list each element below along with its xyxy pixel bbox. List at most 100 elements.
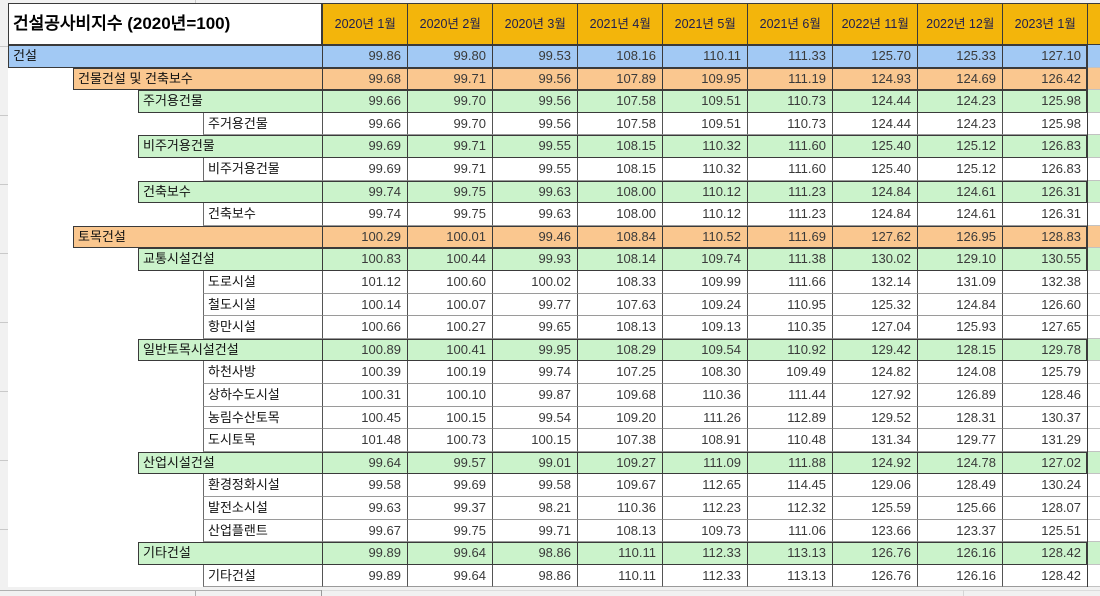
value-cell[interactable]: 111.09 xyxy=(662,451,747,475)
value-cell[interactable]: 99.74 xyxy=(322,180,407,204)
value-cell[interactable]: 99.66 xyxy=(322,112,407,136)
column-header-cell[interactable]: 2020년 3월 xyxy=(492,3,578,45)
value-cell[interactable]: 112.23 xyxy=(662,497,747,520)
value-cell[interactable]: 99.80 xyxy=(407,45,492,68)
value-cell[interactable]: 99.58 xyxy=(492,474,577,497)
value-cell[interactable]: 111.23 xyxy=(747,180,832,204)
value-cell[interactable]: 131.29 xyxy=(1002,429,1087,452)
value-cell[interactable]: 114.45 xyxy=(747,474,832,497)
value-cell[interactable]: 100.02 xyxy=(492,271,577,294)
value-cell[interactable]: 108.33 xyxy=(577,271,662,294)
column-header-cell[interactable]: 2023년 1월 xyxy=(1002,3,1088,45)
value-cell[interactable]: 99.87 xyxy=(492,384,577,407)
value-cell[interactable]: 109.99 xyxy=(662,271,747,294)
value-cell[interactable]: 99.93 xyxy=(492,248,577,271)
value-cell[interactable]: 109.54 xyxy=(662,338,747,362)
value-cell[interactable]: 99.46 xyxy=(492,225,577,249)
row-label[interactable]: 산업플랜트 xyxy=(203,519,322,543)
value-cell[interactable]: 111.23 xyxy=(747,203,832,226)
value-cell[interactable]: 129.06 xyxy=(832,474,917,497)
value-cell[interactable]: 110.32 xyxy=(662,135,747,158)
value-cell[interactable]: 110.11 xyxy=(662,45,747,68)
value-cell[interactable]: 109.68 xyxy=(577,384,662,407)
value-cell[interactable]: 99.86 xyxy=(322,45,407,68)
row-label[interactable]: 상하수도시설 xyxy=(203,384,322,407)
column-header-cell[interactable]: 2022년 12월 xyxy=(917,3,1003,45)
value-cell[interactable]: 110.36 xyxy=(577,497,662,520)
value-cell[interactable]: 100.19 xyxy=(407,361,492,384)
value-cell[interactable]: 99.63 xyxy=(322,497,407,520)
value-cell[interactable]: 110.73 xyxy=(747,112,832,136)
row-label[interactable]: 항만시설 xyxy=(203,316,322,339)
value-cell[interactable]: 99.69 xyxy=(407,474,492,497)
row-label[interactable]: 교통시설건설 xyxy=(143,251,215,267)
value-cell[interactable]: 99.74 xyxy=(322,203,407,226)
value-cell[interactable]: 107.89 xyxy=(577,67,662,91)
value-cell[interactable]: 110.73 xyxy=(747,90,832,113)
value-cell[interactable]: 128.42 xyxy=(1002,564,1087,588)
value-cell[interactable]: 100.14 xyxy=(322,293,407,317)
value-cell[interactable]: 109.74 xyxy=(662,248,747,271)
value-cell[interactable]: 111.66 xyxy=(747,271,832,294)
row-label[interactable]: 주거용건물 xyxy=(203,112,322,136)
value-cell[interactable]: 100.73 xyxy=(407,429,492,452)
value-cell[interactable]: 129.10 xyxy=(917,248,1002,271)
value-cell[interactable]: 100.01 xyxy=(407,225,492,249)
value-cell[interactable]: 126.76 xyxy=(832,564,917,588)
value-cell[interactable]: 129.52 xyxy=(832,406,917,430)
value-cell[interactable]: 124.23 xyxy=(917,112,1002,136)
value-cell[interactable]: 126.76 xyxy=(832,542,917,565)
value-cell[interactable]: 128.07 xyxy=(1002,497,1087,520)
value-cell[interactable]: 100.10 xyxy=(407,384,492,407)
value-cell[interactable]: 108.15 xyxy=(577,158,662,181)
value-cell[interactable]: 124.69 xyxy=(917,67,1002,91)
column-header-cell[interactable]: 2020년 1월 xyxy=(322,3,408,45)
value-cell[interactable]: 99.57 xyxy=(407,451,492,475)
value-cell[interactable]: 110.35 xyxy=(747,316,832,339)
value-cell[interactable]: 126.95 xyxy=(917,225,1002,249)
value-cell[interactable]: 99.71 xyxy=(492,519,577,543)
value-cell[interactable]: 132.38 xyxy=(1002,271,1087,294)
row-label[interactable]: 토목건설 xyxy=(78,228,126,244)
value-cell[interactable]: 125.66 xyxy=(917,497,1002,520)
value-cell[interactable]: 99.71 xyxy=(407,158,492,181)
value-cell[interactable]: 124.61 xyxy=(917,203,1002,226)
value-cell[interactable]: 125.40 xyxy=(832,135,917,158)
value-cell[interactable]: 111.33 xyxy=(747,45,832,68)
value-cell[interactable]: 107.63 xyxy=(577,293,662,317)
value-cell[interactable]: 99.95 xyxy=(492,338,577,362)
value-cell[interactable]: 108.30 xyxy=(662,361,747,384)
value-cell[interactable]: 126.16 xyxy=(917,564,1002,588)
value-cell[interactable]: 125.12 xyxy=(917,135,1002,158)
value-cell[interactable]: 124.44 xyxy=(832,112,917,136)
value-cell[interactable]: 110.92 xyxy=(747,338,832,362)
value-cell[interactable]: 112.65 xyxy=(662,474,747,497)
value-cell[interactable]: 99.56 xyxy=(492,112,577,136)
row-label[interactable]: 비주거용건물 xyxy=(143,138,215,154)
value-cell[interactable]: 125.32 xyxy=(832,293,917,317)
value-cell[interactable]: 108.13 xyxy=(577,316,662,339)
value-cell[interactable]: 130.02 xyxy=(832,248,917,271)
value-cell[interactable]: 100.60 xyxy=(407,271,492,294)
value-cell[interactable]: 107.58 xyxy=(577,90,662,113)
value-cell[interactable]: 108.00 xyxy=(577,203,662,226)
value-cell[interactable]: 124.08 xyxy=(917,361,1002,384)
value-cell[interactable]: 99.75 xyxy=(407,519,492,543)
value-cell[interactable]: 127.10 xyxy=(1002,45,1087,68)
value-cell[interactable]: 100.45 xyxy=(322,406,407,430)
value-cell[interactable]: 99.71 xyxy=(407,67,492,91)
value-cell[interactable]: 125.79 xyxy=(1002,361,1087,384)
value-cell[interactable]: 125.98 xyxy=(1002,112,1087,136)
value-cell[interactable]: 111.06 xyxy=(747,519,832,543)
value-cell[interactable]: 108.16 xyxy=(577,45,662,68)
value-cell[interactable]: 109.95 xyxy=(662,67,747,91)
value-cell[interactable]: 126.60 xyxy=(1002,293,1087,317)
row-label[interactable]: 도로시설 xyxy=(203,271,322,294)
value-cell[interactable]: 98.86 xyxy=(492,564,577,588)
value-cell[interactable]: 109.27 xyxy=(577,451,662,475)
value-cell[interactable]: 111.38 xyxy=(747,248,832,271)
value-cell[interactable]: 126.89 xyxy=(917,384,1002,407)
value-cell[interactable]: 128.83 xyxy=(1002,225,1087,249)
value-cell[interactable]: 127.04 xyxy=(832,316,917,339)
column-header-cell[interactable]: 2020년 2월 xyxy=(407,3,493,45)
